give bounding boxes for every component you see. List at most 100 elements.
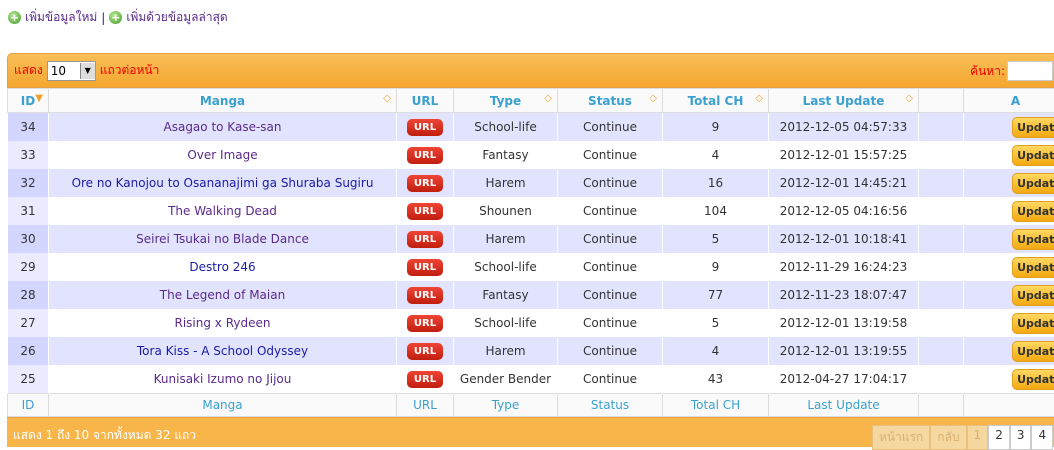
url-cell: URL — [397, 169, 454, 197]
url-button[interactable]: URL — [407, 147, 443, 164]
page-size-select[interactable]: 10▼ — [47, 61, 96, 81]
total-cell: 5 — [663, 225, 769, 253]
footer-column-3: Type — [454, 394, 558, 417]
url-cell: URL — [397, 309, 454, 337]
status-cell: Continue — [558, 197, 663, 225]
manga-link[interactable]: Ore no Kanojou to Osananajimi ga Shuraba… — [72, 176, 374, 190]
manga-link[interactable]: The Walking Dead — [168, 204, 277, 218]
url-button[interactable]: URL — [407, 371, 443, 388]
url-button[interactable]: URL — [407, 175, 443, 192]
manga-link[interactable]: Over Image — [187, 148, 257, 162]
manga-cell: Rising x Rydeen — [49, 309, 397, 337]
column-header-a[interactable]: A — [964, 89, 1054, 113]
blank-cell — [919, 141, 964, 169]
search-label: ค้นหา: — [970, 62, 1005, 81]
update-button[interactable]: Updat — [1012, 173, 1054, 194]
footer-column-8 — [964, 394, 1054, 417]
prev-page-button[interactable]: กลับ — [930, 425, 966, 450]
type-cell: Harem — [454, 169, 558, 197]
page-button-2[interactable]: 2 — [988, 425, 1010, 450]
manga-cell: Seirei Tsukai no Blade Dance — [49, 225, 397, 253]
manga-link[interactable]: Tora Kiss - A School Odyssey — [137, 344, 308, 358]
type-cell: School-life — [454, 309, 558, 337]
update-button[interactable]: Updat — [1012, 145, 1054, 166]
manga-link[interactable]: The Legend of Maian — [160, 288, 285, 302]
update-button[interactable]: Updat — [1012, 229, 1054, 250]
page-button-4[interactable]: 4 — [1031, 425, 1053, 450]
manga-cell: Destro 246 — [49, 253, 397, 281]
action-cell: Updat — [964, 337, 1054, 365]
updated-cell: 2012-12-01 15:57:25 — [769, 141, 919, 169]
add-icon: + — [8, 11, 21, 24]
manga-cell: The Walking Dead — [49, 197, 397, 225]
url-cell: URL — [397, 365, 454, 394]
url-button[interactable]: URL — [407, 315, 443, 332]
update-button[interactable]: Updat — [1012, 341, 1054, 362]
sort-icon: ◇ — [755, 93, 763, 104]
type-cell: Fantasy — [454, 141, 558, 169]
search-box: ค้นหา: — [970, 61, 1053, 81]
id-cell: 26 — [8, 337, 49, 365]
manga-link[interactable]: Asagao to Kase-san — [164, 120, 282, 134]
url-button[interactable]: URL — [407, 231, 443, 248]
column-header-total-ch[interactable]: Total CH◇ — [663, 89, 769, 113]
column-header-id[interactable]: ID▼ — [8, 89, 49, 113]
sort-desc-icon: ▼ — [35, 93, 43, 104]
url-cell: URL — [397, 225, 454, 253]
column-header-url[interactable]: URL — [397, 89, 454, 113]
total-cell: 9 — [663, 113, 769, 142]
total-cell: 5 — [663, 309, 769, 337]
manga-link[interactable]: Destro 246 — [189, 260, 255, 274]
update-button[interactable]: Updat — [1012, 369, 1054, 390]
update-button[interactable]: Updat — [1012, 285, 1054, 306]
column-header-type[interactable]: Type◇ — [454, 89, 558, 113]
url-button[interactable]: URL — [407, 119, 443, 136]
action-cell: Updat — [964, 253, 1054, 281]
total-cell: 16 — [663, 169, 769, 197]
add-latest-link[interactable]: เพิ่มด้วยข้อมูลล่าสุด — [126, 8, 227, 27]
sort-icon: ◇ — [905, 93, 913, 104]
update-button[interactable]: Updat — [1012, 201, 1054, 222]
blank-cell — [919, 225, 964, 253]
update-button[interactable]: Updat — [1012, 313, 1054, 334]
first-page-button[interactable]: หน้าแรก — [872, 425, 930, 450]
type-cell: School-life — [454, 113, 558, 142]
updated-cell: 2012-12-05 04:16:56 — [769, 197, 919, 225]
url-button[interactable]: URL — [407, 343, 443, 360]
column-header-status[interactable]: Status◇ — [558, 89, 663, 113]
status-cell: Continue — [558, 113, 663, 142]
add-new-link[interactable]: เพิ่มข้อมูลใหม่ — [25, 8, 97, 27]
column-header-manga[interactable]: Manga◇ — [49, 89, 397, 113]
manga-link[interactable]: Rising x Rydeen — [175, 316, 271, 330]
url-button[interactable]: URL — [407, 287, 443, 304]
update-button[interactable]: Updat — [1012, 257, 1054, 278]
updated-cell: 2012-12-01 13:19:55 — [769, 337, 919, 365]
page-button-1[interactable]: 1 — [967, 425, 989, 450]
page-button-3[interactable]: 3 — [1010, 425, 1032, 450]
column-header-blank[interactable] — [919, 89, 964, 113]
blank-cell — [919, 197, 964, 225]
column-header-last-update[interactable]: Last Update◇ — [769, 89, 919, 113]
status-cell: Continue — [558, 281, 663, 309]
total-cell: 77 — [663, 281, 769, 309]
manga-link[interactable]: Kunisaki Izumo no Jijou — [154, 372, 292, 386]
url-button[interactable]: URL — [407, 259, 443, 276]
search-input[interactable] — [1007, 61, 1053, 81]
manga-cell: The Legend of Maian — [49, 281, 397, 309]
url-button[interactable]: URL — [407, 203, 443, 220]
id-cell: 34 — [8, 113, 49, 142]
id-cell: 31 — [8, 197, 49, 225]
update-button[interactable]: Updat — [1012, 117, 1054, 138]
manga-link[interactable]: Seirei Tsukai no Blade Dance — [136, 232, 309, 246]
per-page-label: แถวต่อหน้า — [100, 61, 160, 80]
status-cell: Continue — [558, 365, 663, 394]
updated-cell: 2012-12-05 04:57:33 — [769, 113, 919, 142]
manga-cell: Asagao to Kase-san — [49, 113, 397, 142]
